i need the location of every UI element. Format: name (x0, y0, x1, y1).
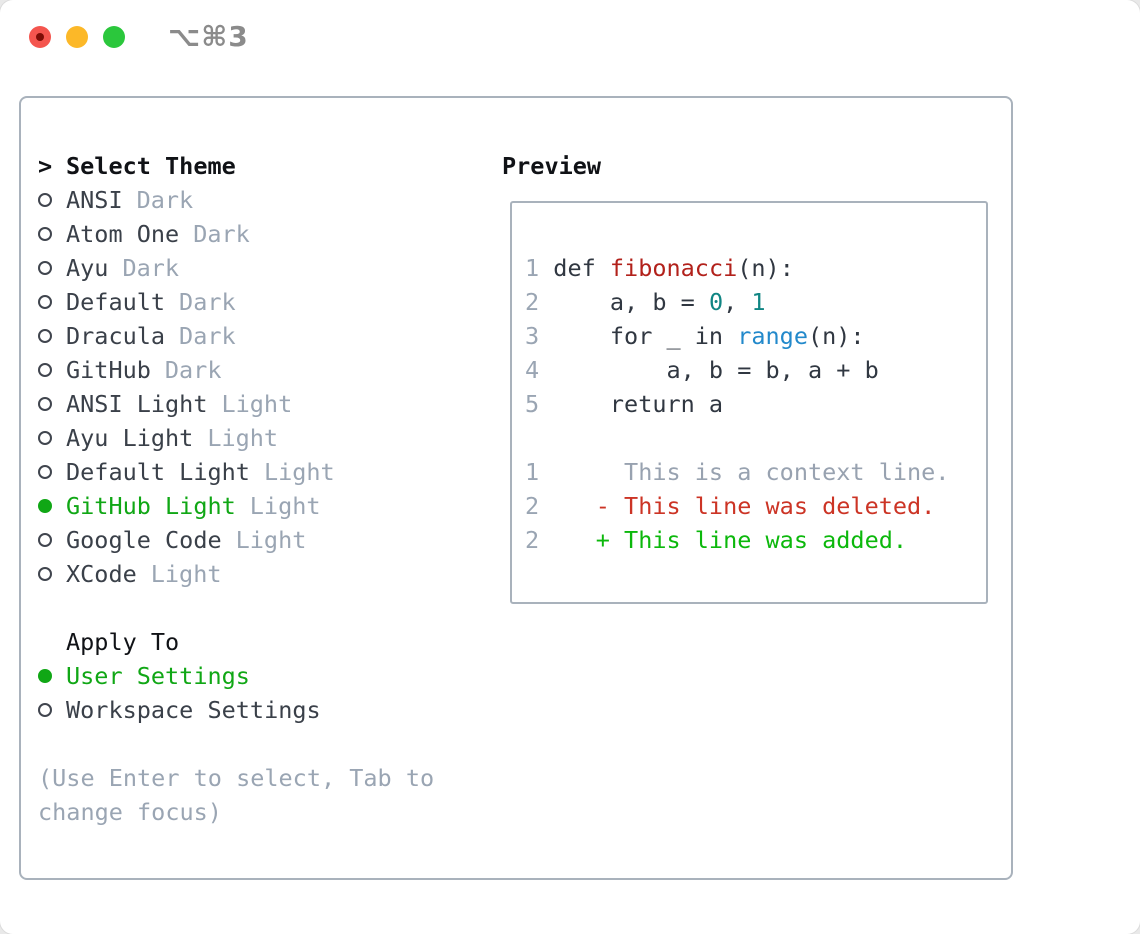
theme-name: XCode (66, 560, 137, 588)
theme-option-atom-one-dark[interactable]: Atom One Dark (38, 217, 434, 251)
diff-deleted-line: 2 - This line was deleted. (525, 492, 936, 520)
apply-option-label: Workspace Settings (66, 696, 321, 724)
theme-name: Atom One (66, 220, 180, 248)
theme-name: GitHub Light (66, 492, 236, 520)
code-line-2: 2 a, b = 0, 1 (525, 288, 766, 316)
help-text-line2: change focus) (38, 798, 222, 826)
left-column: > Select Theme ANSI Dark Atom One Dark A… (38, 149, 434, 829)
theme-name: ANSI (66, 186, 123, 214)
select-theme-header: > Select Theme (38, 149, 434, 183)
theme-variant: Dark (179, 322, 236, 350)
theme-variant: Dark (164, 356, 222, 384)
theme-variant: Dark (193, 220, 250, 248)
theme-option-github-dark[interactable]: GitHub Dark (38, 353, 434, 387)
theme-name: Dracula (66, 322, 166, 350)
code-line-1: 1 def fibonacci(n): (525, 254, 794, 282)
code-line-5: 5 return a (525, 390, 724, 418)
theme-option-ayu-dark[interactable]: Ayu Dark (38, 251, 434, 285)
minimize-button[interactable] (66, 26, 88, 48)
window-title-shortcut: ⌥⌘3 (168, 20, 249, 53)
apply-option-user-settings[interactable]: User Settings (38, 659, 434, 693)
radio-unselected-icon (38, 193, 66, 207)
theme-variant: Light (150, 560, 222, 588)
section-title: Apply To (66, 628, 180, 656)
radio-selected-icon (38, 499, 66, 513)
apply-option-workspace-settings[interactable]: Workspace Settings (38, 693, 434, 727)
theme-name: Default Light (66, 458, 250, 486)
code-preview: 1 def fibonacci(n): 2 a, b = 0, 1 3 for … (512, 203, 986, 557)
theme-variant: Light (235, 526, 307, 554)
radio-unselected-icon (38, 261, 66, 275)
theme-name: Default (66, 288, 166, 316)
code-line-3: 3 for _ in range(n): (525, 322, 865, 350)
radio-unselected-icon (38, 567, 66, 581)
radio-unselected-icon (38, 703, 66, 717)
theme-variant: Dark (179, 288, 236, 316)
page-title: Select Theme (66, 152, 236, 180)
radio-unselected-icon (38, 295, 66, 309)
theme-name: Google Code (66, 526, 222, 554)
help-text-line1: (Use Enter to select, Tab to (38, 764, 435, 792)
prompt-icon: > (38, 152, 53, 180)
radio-unselected-icon (38, 363, 66, 377)
theme-variant: Light (263, 458, 335, 486)
theme-option-xcode[interactable]: XCode Light (38, 557, 434, 591)
radio-unselected-icon (38, 329, 66, 343)
code-line-4: 4 a, b = b, a + b (525, 356, 879, 384)
diff-added-line: 2 + This line was added. (525, 526, 908, 554)
theme-option-default-dark[interactable]: Default Dark (38, 285, 434, 319)
zoom-button[interactable] (103, 26, 125, 48)
theme-variant: Light (249, 492, 321, 520)
code-blank-line (525, 421, 986, 455)
apply-option-label: User Settings (66, 662, 250, 690)
radio-unselected-icon (38, 397, 66, 411)
theme-name: Ayu (66, 254, 109, 282)
theme-variant: Light (221, 390, 293, 418)
radio-unselected-icon (38, 227, 66, 241)
theme-variant: Dark (136, 186, 194, 214)
theme-picker-panel: > Select Theme ANSI Dark Atom One Dark A… (19, 96, 1013, 880)
theme-option-ayu-light[interactable]: Ayu Light Light (38, 421, 434, 455)
theme-option-ansi-light[interactable]: ANSI Light Light (38, 387, 434, 421)
radio-unselected-icon (38, 465, 66, 479)
theme-option-default-light[interactable]: Default Light Light (38, 455, 434, 489)
theme-variant: Dark (122, 254, 180, 282)
theme-name: Ayu Light (66, 424, 194, 452)
preview-title: Preview (502, 152, 602, 180)
theme-option-ansi-dark[interactable]: ANSI Dark (38, 183, 434, 217)
theme-option-google-code[interactable]: Google Code Light (38, 523, 434, 557)
preview-box: 1 def fibonacci(n): 2 a, b = 0, 1 3 for … (510, 201, 988, 604)
diff-context-line: 1 This is a context line. (525, 458, 950, 486)
theme-name: ANSI Light (66, 390, 208, 418)
apply-to-header: Apply To (38, 625, 434, 659)
close-button[interactable] (29, 26, 51, 48)
radio-unselected-icon (38, 533, 66, 547)
theme-option-dracula-dark[interactable]: Dracula Dark (38, 319, 434, 353)
theme-option-github-light[interactable]: GitHub Light Light (38, 489, 434, 523)
theme-variant: Light (207, 424, 279, 452)
theme-name: GitHub (66, 356, 151, 384)
radio-unselected-icon (38, 431, 66, 445)
radio-selected-icon (38, 669, 66, 683)
